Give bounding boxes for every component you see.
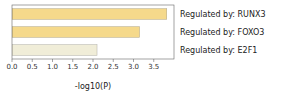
x-tick	[93, 59, 94, 62]
x-tick	[113, 59, 114, 62]
x-tick-label: 0.0	[6, 63, 17, 71]
x-tick-label: 2.5	[108, 63, 119, 71]
bar	[12, 45, 97, 56]
x-tick-label: 3.0	[128, 63, 139, 71]
category-label: Regulated by: E2F1	[180, 46, 257, 55]
x-tick-label: 3.5	[148, 63, 159, 71]
x-tick	[12, 59, 13, 62]
x-tick	[133, 59, 134, 62]
category-label: Regulated by: RUNX3	[180, 10, 266, 19]
x-tick-label: 1.5	[67, 63, 78, 71]
x-tick	[32, 59, 33, 62]
x-tick-label: 2.0	[87, 63, 98, 71]
x-tick	[52, 59, 53, 62]
bar	[12, 9, 167, 20]
x-tick	[72, 59, 73, 62]
category-label: Regulated by: FOXO3	[180, 28, 264, 37]
chart-container: Regulated by: RUNX3 Regulated by: FOXO3 Re…	[0, 0, 300, 93]
x-tick-label: 1.0	[47, 63, 58, 71]
chart: Regulated by: RUNX3 Regulated by: FOXO3 Re…	[0, 0, 300, 93]
bars	[12, 9, 167, 56]
x-tick-label: 0.5	[27, 63, 38, 71]
bar	[12, 27, 140, 38]
x-tick	[153, 59, 154, 62]
plot-frame	[12, 5, 174, 59]
x-axis-label: -log10(P)	[75, 82, 111, 91]
